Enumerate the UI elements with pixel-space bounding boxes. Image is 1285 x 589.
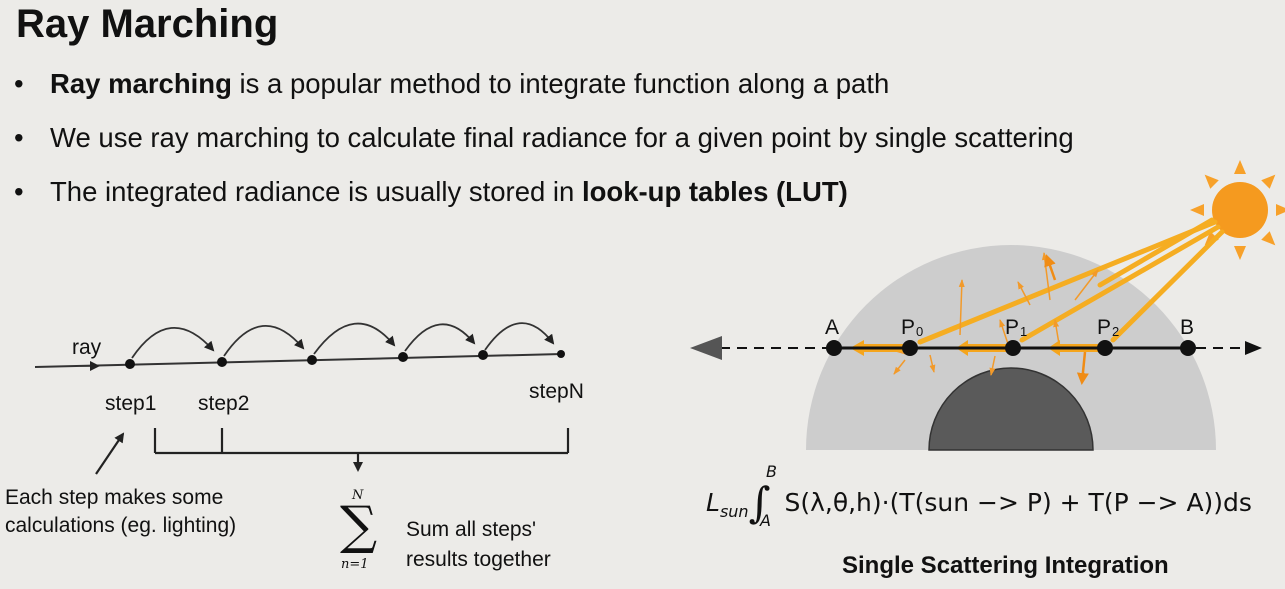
- beam: [917, 219, 1218, 345]
- ray-label: ray: [72, 336, 102, 359]
- step-points: [125, 350, 565, 369]
- sum-note: Sum all steps' results together: [406, 518, 551, 571]
- step-point: [557, 350, 565, 358]
- integral-icon: ∫: [748, 478, 771, 527]
- bullet-text: The integrated radiance is usually store…: [50, 176, 582, 207]
- step-point: [125, 359, 135, 369]
- planet-dome: [928, 367, 1094, 451]
- hop-arrow: [223, 324, 305, 357]
- point-b: [1180, 340, 1196, 356]
- bullet-list: • Ray marching is a popular method to int…: [14, 62, 1074, 224]
- sum-lower-limit: n=1: [341, 557, 369, 572]
- bullet-bold: Ray marching: [50, 68, 232, 99]
- bullet-item: • We use ray marching to calculate final …: [14, 122, 1074, 153]
- step-note-arrow: [95, 432, 125, 475]
- bullet-text: is a popular method to integrate functio…: [231, 68, 890, 99]
- ray-march-diagram: [34, 322, 570, 475]
- bullet-bold: look-up tables (LUT): [581, 176, 848, 207]
- point-label: B: [1180, 316, 1194, 339]
- view-ray-arrow-right: [1245, 341, 1262, 355]
- slide-title: Ray Marching: [16, 2, 279, 46]
- point-label: P2: [1097, 316, 1119, 339]
- view-ray-arrow-left: [690, 336, 722, 360]
- step-label: stepN: [529, 380, 584, 403]
- step-label: step2: [198, 392, 250, 415]
- ray-points: [826, 340, 1196, 356]
- scattering-formula: Lsun∫ S(λ,θ,h)·(T(sun −> P) + T(P −> A))d…: [706, 478, 1252, 527]
- integral-lower-limit: A: [760, 511, 771, 530]
- step-point: [398, 352, 408, 362]
- beam: [1097, 217, 1215, 288]
- point-label: A: [825, 316, 839, 339]
- step-point: [478, 350, 488, 360]
- hop-arrow: [484, 322, 555, 351]
- point-p2: [1097, 340, 1113, 356]
- figure-caption: Single Scattering Integration: [842, 552, 1169, 579]
- point-p1: [1005, 340, 1021, 356]
- bullet-item: • Ray marching is a popular method to int…: [14, 68, 890, 99]
- step-label: step1: [105, 392, 157, 415]
- hop-arrow: [131, 326, 215, 359]
- hop-arrow: [404, 323, 476, 352]
- integral-upper-limit: B: [766, 462, 777, 481]
- ray-line: [34, 353, 563, 368]
- step-note: Each step makes some calculations (eg. l…: [5, 486, 237, 537]
- step-point: [217, 357, 227, 367]
- sum-upper-limit: N: [352, 488, 364, 503]
- point-label: P1: [1005, 316, 1027, 339]
- step-point: [307, 355, 317, 365]
- point-label: P0: [901, 316, 923, 339]
- sun-icon: [1190, 160, 1285, 260]
- scattering-diagram: A P0 P1 P2 B: [690, 160, 1285, 451]
- point-p0: [902, 340, 918, 356]
- bullet-text: We use ray marching to calculate final r…: [50, 122, 1074, 153]
- sigma-icon: ∑: [340, 496, 378, 556]
- point-labels: A P0 P1 P2 B: [825, 316, 1194, 339]
- sum-bracket: [153, 428, 570, 472]
- hop-arrow: [313, 322, 396, 355]
- point-a: [826, 340, 842, 356]
- beam: [1110, 229, 1225, 343]
- bullet-item: • The integrated radiance is usually stor…: [14, 176, 848, 207]
- step-hops: [131, 322, 555, 359]
